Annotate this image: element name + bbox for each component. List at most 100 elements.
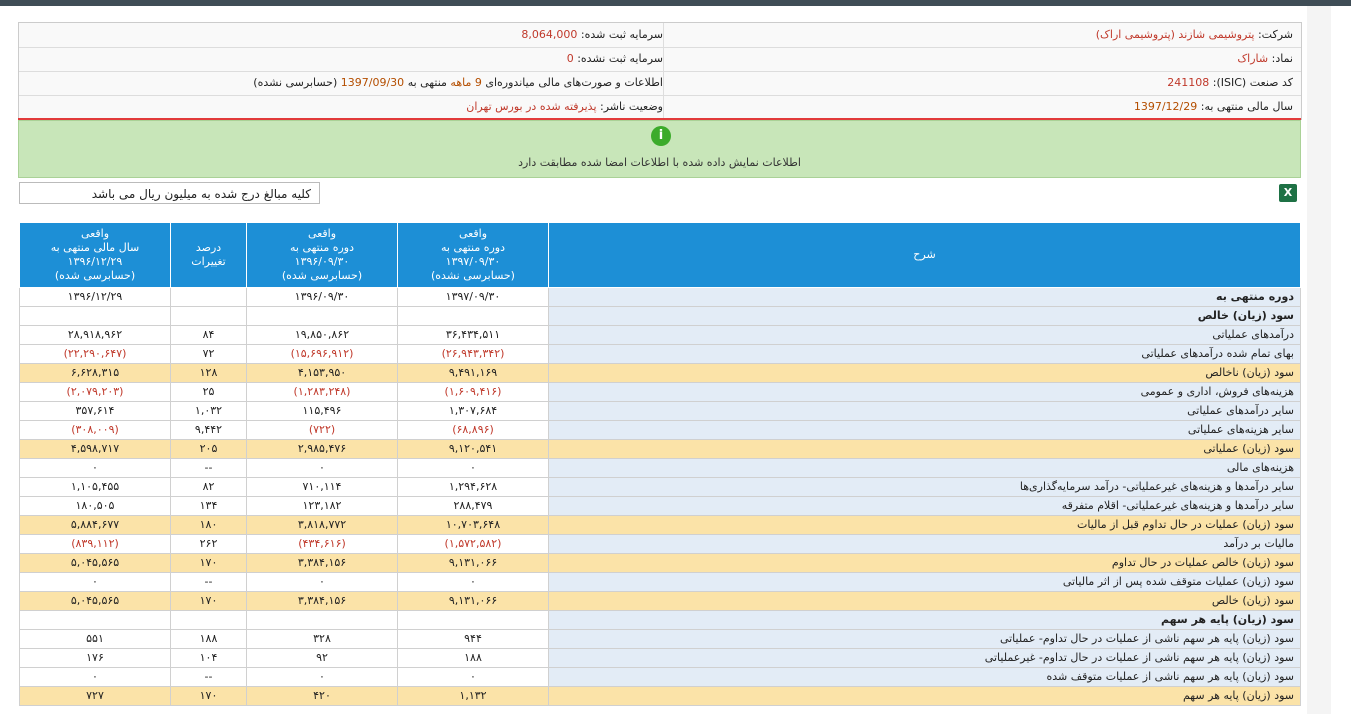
row-description: سایر درآمدها و هزینه‌های غیرعملیاتی- اقل…: [548, 496, 1301, 516]
header-line: (حسابرسی شده): [281, 269, 363, 282]
row-description: سود (زیان) پایه هر سهم ناشی از عملیات در…: [548, 648, 1301, 668]
table-row: (۲۲,۲۹۰,۶۴۷) ۷۲ (۱۵,۶۹۶,۹۱۲) (۲۶,۹۴۳,۳۴۲) به…: [19, 344, 1301, 364]
header-line: تغییرات: [191, 255, 226, 268]
status-value: پذیرفته شده در بورس تهران: [466, 100, 597, 113]
info-row-fiscal: سال مالی منتهی به: 1397/12/29 وضعیت ناشر…: [19, 95, 1301, 119]
table-row: ۰ -- ۰ ۰ هزینه‌های مالی: [19, 458, 1301, 478]
table-row: ۶,۶۲۸,۳۱۵ ۱۲۸ ۴,۱۵۳,۹۵۰ ۹,۴۹۱,۱۶۹ سود (زیان)…: [19, 363, 1301, 383]
row-value: (۲۲,۲۹۰,۶۴۷): [19, 344, 171, 364]
table-row: (۸۳۹,۱۱۲) ۲۶۲ (۴۳۴,۶۱۶) (۱,۵۷۲,۵۸۲) مالیات ب…: [19, 534, 1301, 554]
row-value: (۷۲۲): [246, 420, 398, 440]
table-row: ۷۲۷ ۱۷۰ ۴۲۰ ۱,۱۳۲ سود (زیان) پایه هر سهم: [19, 686, 1301, 706]
row-change-percent: [170, 306, 247, 326]
row-value: (۲,۰۷۹,۲۰۳): [19, 382, 171, 402]
symbol-value: شاراک: [1237, 52, 1269, 65]
table-row: ۵,۰۴۵,۵۶۵ ۱۷۰ ۳,۳۸۴,۱۵۶ ۹,۱۳۱,۰۶۶ سود (زیان)…: [19, 553, 1301, 573]
row-value: (۱۵,۶۹۶,۹۱۲): [246, 344, 398, 364]
table-row: ۵,۸۸۴,۶۷۷ ۱۸۰ ۳,۸۱۸,۷۷۲ ۱۰,۷۰۳,۶۴۸ سود (زیان…: [19, 515, 1301, 535]
header-description[interactable]: شرح: [548, 222, 1301, 288]
info-row-isic: کد صنعت (ISIC): 241108 اطلاعات و صورت‌ها…: [19, 71, 1301, 96]
row-value: ۳۲۸: [246, 629, 398, 649]
symbol-cell: نماد: شاراک: [671, 47, 1293, 71]
header-period-1397[interactable]: واقعی دوره منتهی به ۱۳۹۷/۰۹/۳۰ (حسابرسی …: [397, 222, 549, 288]
right-gutter: [1307, 6, 1331, 714]
row-value: ۰: [397, 667, 549, 687]
row-value: [19, 610, 171, 630]
header-period-1396[interactable]: واقعی دوره منتهی به ۱۳۹۶/۰۹/۳۰ (حسابرسی …: [246, 222, 398, 288]
row-change-percent: ۲۶۲: [170, 534, 247, 554]
company-info-panel: شرکت: پتروشیمی شازند (پتروشیمی اراک) سرم…: [18, 22, 1302, 120]
row-value: ۰: [397, 458, 549, 478]
excel-export-icon[interactable]: X: [1279, 184, 1297, 202]
row-value: (۸۳۹,۱۱۲): [19, 534, 171, 554]
header-line: واقعی: [458, 227, 488, 240]
row-value: ۳۵۷,۶۱۴: [19, 401, 171, 421]
row-value: ۹,۱۳۱,۰۶۶: [397, 553, 549, 573]
row-value: ۰: [246, 458, 398, 478]
row-value: ۱۲۳,۱۸۲: [246, 496, 398, 516]
row-value: ۲۸۸,۴۷۹: [397, 496, 549, 516]
info-icon: i: [651, 126, 671, 146]
fiscal-label: سال مالی منتهی به:: [1200, 100, 1293, 113]
row-value: ۳,۳۸۴,۱۵۶: [246, 553, 398, 573]
row-description: سود (زیان) عملیات در حال تداوم قبل از ما…: [548, 515, 1301, 535]
row-description: سایر هزینه‌های عملیاتی: [548, 420, 1301, 440]
isic-value: 241108: [1167, 76, 1210, 89]
row-value: ۰: [246, 572, 398, 592]
row-description: سود (زیان) پایه هر سهم ناشی از عملیات مت…: [548, 667, 1301, 687]
row-value: [246, 306, 398, 326]
row-value: ۰: [19, 572, 171, 592]
header-line: درصد: [195, 241, 222, 254]
header-line: (حسابرسی شده): [54, 269, 136, 282]
row-change-percent: ۱,۰۳۲: [170, 401, 247, 421]
row-description: سود (زیان) پایه هر سهم: [548, 610, 1301, 630]
row-description: سود (زیان) خالص: [548, 306, 1301, 326]
row-change-percent: ۱۰۴: [170, 648, 247, 668]
row-description: سود (زیان) پایه هر سهم: [548, 686, 1301, 706]
header-line: ۱۳۹۷/۰۹/۳۰: [445, 255, 501, 268]
row-value: ۵,۰۴۵,۵۶۵: [19, 591, 171, 611]
row-value: ۳۶,۴۳۴,۵۱۱: [397, 325, 549, 345]
row-value: ۹۴۴: [397, 629, 549, 649]
fiscal-value: 1397/12/29: [1133, 100, 1198, 113]
table-row: ۱۷۶ ۱۰۴ ۹۲ ۱۸۸ سود (زیان) پایه هر سهم ناشی ا…: [19, 648, 1301, 668]
row-value: (۲۶,۹۴۳,۳۴۲): [397, 344, 549, 364]
company-label: شرکت:: [1257, 28, 1293, 41]
report-date: 1397/09/30: [340, 76, 405, 89]
table-row: سود (زیان) خالص: [19, 306, 1301, 326]
isic-label: کد صنعت (ISIC):: [1212, 76, 1293, 89]
fiscal-cell: سال مالی منتهی به: 1397/12/29: [671, 95, 1293, 119]
right-margin: [1331, 6, 1351, 714]
row-description: سود (زیان) ناخالص: [548, 363, 1301, 383]
row-value: ۰: [246, 667, 398, 687]
income-statement-table: واقعی سال مالی منتهی به ۱۳۹۶/۱۲/۲۹ (حساب…: [19, 222, 1301, 706]
table-row: ۵۵۱ ۱۸۸ ۳۲۸ ۹۴۴ سود (زیان) پایه هر سهم ناشی …: [19, 629, 1301, 649]
row-change-percent: ۹,۴۴۲: [170, 420, 247, 440]
row-description: سود (زیان) عملیات متوقف شده پس از اثر ما…: [548, 572, 1301, 592]
row-change-percent: ۲۵: [170, 382, 247, 402]
row-description: سایر درآمدها و هزینه‌های غیرعملیاتی- درآ…: [548, 477, 1301, 497]
row-value: ۹,۱۲۰,۵۴۱: [397, 439, 549, 459]
row-value: ۳,۳۸۴,۱۵۶: [246, 591, 398, 611]
header-change-percent[interactable]: درصد تغییرات: [170, 222, 247, 288]
row-change-percent: ۸۲: [170, 477, 247, 497]
header-line: ۱۳۹۶/۰۹/۳۰: [294, 255, 350, 268]
row-value: (۱,۲۸۳,۲۴۸): [246, 382, 398, 402]
table-row: ۴,۵۹۸,۷۱۷ ۲۰۵ ۲,۹۸۵,۴۷۶ ۹,۱۲۰,۵۴۱ سود (زیان)…: [19, 439, 1301, 459]
row-change-percent: ۱۲۸: [170, 363, 247, 383]
row-change-percent: [170, 610, 247, 630]
row-value: [19, 306, 171, 326]
table-row: (۲,۰۷۹,۲۰۳) ۲۵ (۱,۲۸۳,۲۴۸) (۱,۶۰۹,۴۱۶) هزینه…: [19, 382, 1301, 402]
row-value: (۴۳۴,۶۱۶): [246, 534, 398, 554]
row-value: ۹,۱۳۱,۰۶۶: [397, 591, 549, 611]
table-row: ۰ -- ۰ ۰ سود (زیان) پایه هر سهم ناشی از عملی…: [19, 667, 1301, 687]
row-value: [246, 610, 398, 630]
row-value: ۵,۰۴۵,۵۶۵: [19, 553, 171, 573]
row-description: درآمدهای عملیاتی: [548, 325, 1301, 345]
table-body: ۱۳۹۶/۱۲/۲۹ ۱۳۹۶/۰۹/۳۰ ۱۳۹۷/۰۹/۳۰ دوره منتهی…: [19, 287, 1301, 706]
row-description: سود (زیان) خالص عملیات در حال تداوم: [548, 553, 1301, 573]
header-year-1396[interactable]: واقعی سال مالی منتهی به ۱۳۹۶/۱۲/۲۹ (حساب…: [19, 222, 171, 288]
header-line: (حسابرسی نشده): [431, 269, 515, 282]
table-row: ۰ -- ۰ ۰ سود (زیان) عملیات متوقف شده پس از ا…: [19, 572, 1301, 592]
row-value: ۱,۱۰۵,۴۵۵: [19, 477, 171, 497]
